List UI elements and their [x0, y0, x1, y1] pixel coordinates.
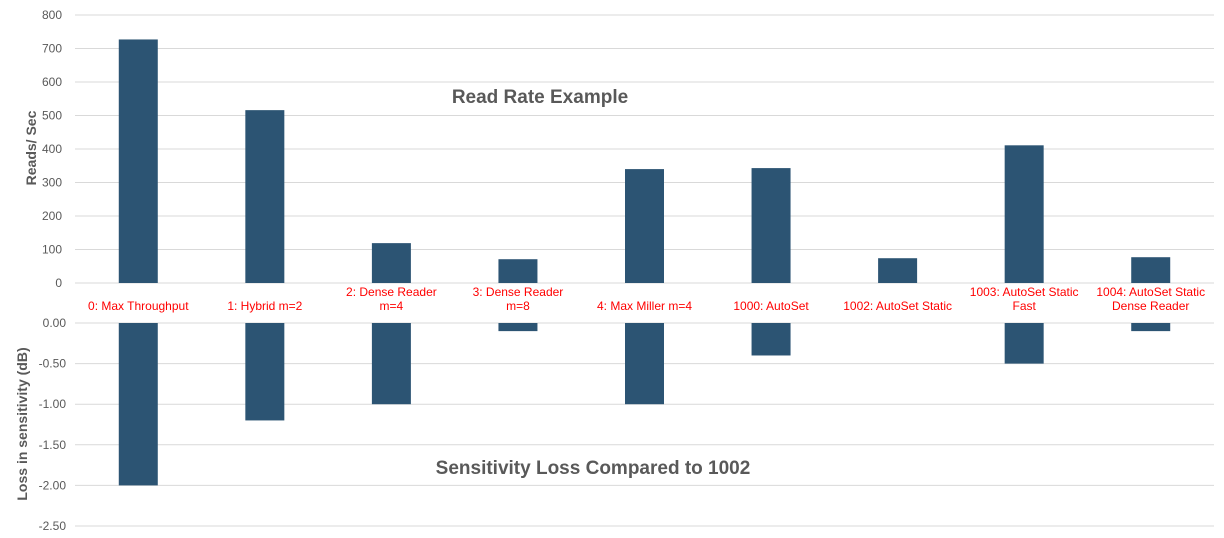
top-bar — [625, 169, 664, 283]
top-bar — [371, 243, 411, 283]
bottom-bar — [118, 323, 158, 486]
category-labels: 0: Max Throughput 1: Hybrid m=2 2: Dense R… — [88, 285, 1205, 313]
bottom-chart-title: Sensitivity Loss Compared to 1002 — [436, 458, 751, 479]
category-label: 1002: AutoSet Static — [843, 299, 952, 313]
bottom-bar — [751, 323, 791, 356]
top-y-axis-title: Reads/ Sec — [23, 110, 39, 185]
category-label: 1004: AutoSet Static Dense Reader — [1096, 285, 1205, 313]
top-y-tick-label: 500 — [42, 109, 62, 123]
bottom-bar — [625, 323, 664, 405]
bottom-bar — [1004, 323, 1044, 364]
top-y-tick-label: 400 — [42, 142, 62, 156]
top-y-tick-label: 800 — [42, 8, 62, 22]
category-label: 3: Dense Reader m=8 — [473, 285, 564, 313]
category-label: 1003: AutoSet Static Fast — [970, 285, 1079, 313]
top-y-tick-label: 200 — [42, 209, 62, 223]
bottom-y-tick-label: 0.00 — [43, 316, 67, 330]
top-y-tick-labels: 0 100 200 300 400 500 600 700 800 — [42, 8, 62, 290]
bottom-bars — [118, 323, 1171, 486]
bottom-y-tick-label: -2.50 — [39, 519, 67, 533]
bottom-bar — [498, 323, 538, 332]
bottom-y-tick-label: -1.00 — [39, 397, 67, 411]
top-bar — [751, 168, 791, 283]
top-bar — [245, 110, 285, 283]
top-y-tick-label: 0 — [55, 276, 62, 290]
bottom-y-tick-label: -1.50 — [39, 438, 67, 452]
category-label: 4: Max Miller m=4 — [597, 299, 692, 313]
bottom-bar — [371, 323, 411, 405]
category-label: 1000: AutoSet — [733, 299, 809, 313]
category-label: 2: Dense Reader m=4 — [346, 285, 437, 313]
top-bar — [118, 39, 158, 283]
bottom-bar — [245, 323, 285, 421]
bottom-y-axis-title: Loss in sensitivity (dB) — [14, 347, 30, 500]
category-label: 1: Hybrid m=2 — [227, 299, 302, 313]
top-bar — [1131, 257, 1171, 283]
top-bar — [498, 259, 538, 283]
top-y-tick-label: 700 — [42, 42, 62, 56]
top-chart-title: Read Rate Example — [452, 87, 628, 108]
top-y-tick-label: 100 — [42, 243, 62, 257]
top-bar — [1004, 145, 1044, 283]
bottom-y-tick-labels: 0.00 -0.50 -1.00 -1.50 -2.00 -2.50 — [39, 316, 67, 533]
category-label: 0: Max Throughput — [88, 299, 189, 313]
top-bars — [118, 39, 1171, 283]
top-y-tick-label: 300 — [42, 176, 62, 190]
bottom-bar — [1131, 323, 1171, 332]
top-y-tick-label: 600 — [42, 75, 62, 89]
top-bar — [878, 258, 918, 283]
bottom-y-tick-label: -0.50 — [39, 357, 67, 371]
bottom-y-tick-label: -2.00 — [39, 478, 67, 492]
